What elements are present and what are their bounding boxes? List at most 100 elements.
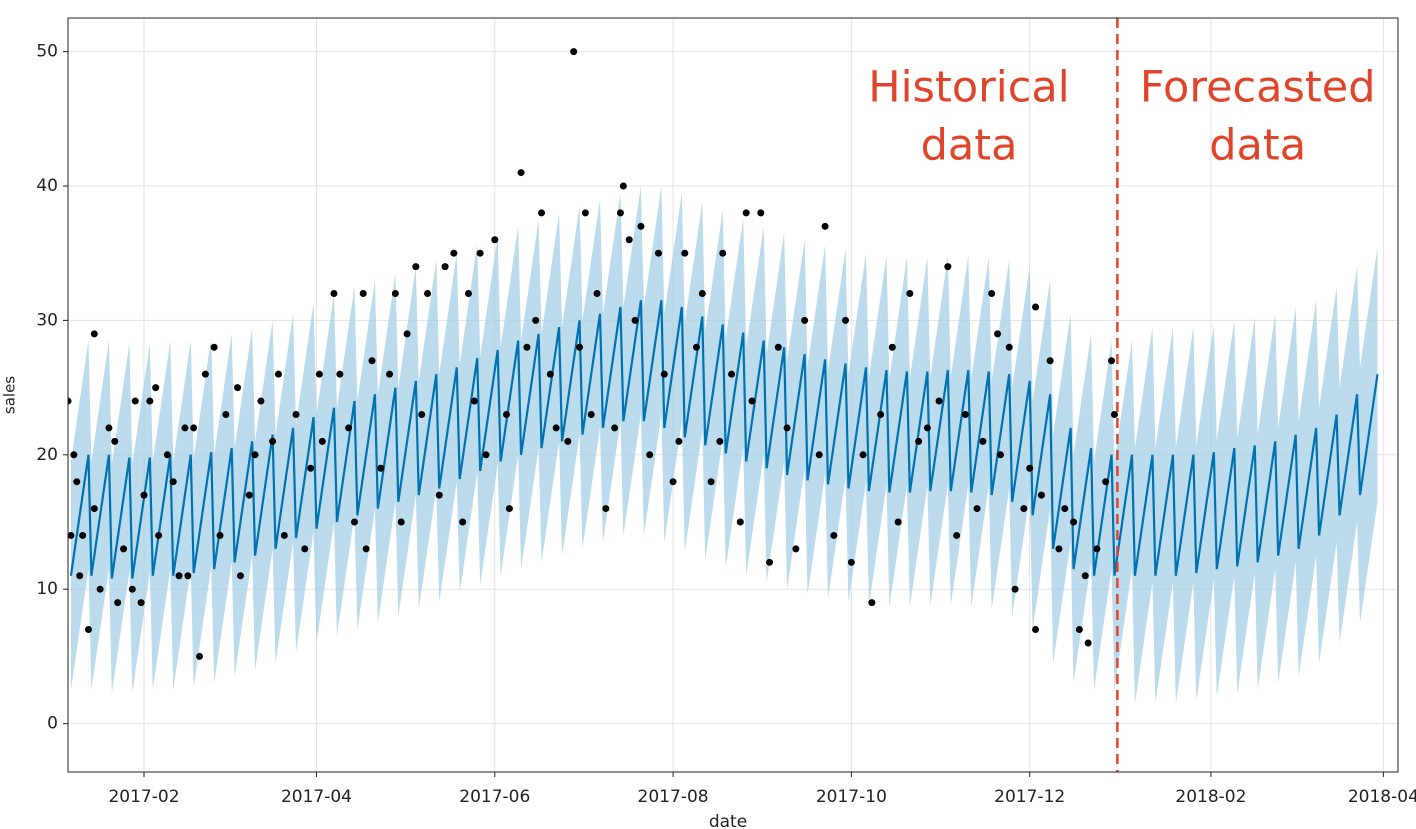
observation bbox=[476, 249, 484, 257]
observation bbox=[1032, 303, 1040, 311]
x-axis-label: date bbox=[709, 812, 747, 829]
observation bbox=[201, 370, 209, 378]
observation bbox=[736, 518, 744, 526]
observation bbox=[637, 222, 645, 230]
observation bbox=[412, 263, 420, 271]
observation bbox=[1108, 357, 1116, 365]
y-axis-label: sales bbox=[1, 376, 19, 414]
observation bbox=[131, 397, 139, 405]
y-tick-label: 10 bbox=[36, 579, 58, 599]
observation bbox=[482, 451, 490, 459]
observation bbox=[307, 464, 315, 472]
observation bbox=[274, 370, 282, 378]
observation bbox=[842, 316, 850, 324]
y-tick-label: 40 bbox=[36, 176, 58, 196]
plot-area bbox=[68, 18, 1379, 772]
observation bbox=[368, 357, 376, 365]
observation bbox=[1110, 410, 1118, 418]
observation bbox=[792, 545, 800, 553]
observation bbox=[935, 397, 943, 405]
observation bbox=[1037, 491, 1045, 499]
observation bbox=[675, 437, 683, 445]
observation bbox=[716, 437, 724, 445]
axes: 0 10 20 30 40 50 2017-02 2017-04 2017-06 2017-08 2… bbox=[36, 42, 1416, 807]
observation bbox=[90, 505, 98, 513]
observation bbox=[961, 410, 969, 418]
observation bbox=[1084, 639, 1092, 647]
observation bbox=[830, 531, 838, 539]
observation bbox=[707, 478, 715, 486]
uncertainty-band bbox=[70, 186, 1378, 704]
observation bbox=[459, 518, 467, 526]
observation bbox=[105, 424, 113, 432]
observation bbox=[611, 424, 619, 432]
observation bbox=[502, 410, 510, 418]
observation bbox=[222, 410, 230, 418]
observation bbox=[236, 572, 244, 580]
observation bbox=[906, 290, 914, 298]
observation bbox=[397, 518, 405, 526]
observation bbox=[1061, 505, 1069, 513]
observation bbox=[517, 169, 525, 177]
observation bbox=[190, 424, 198, 432]
observation bbox=[619, 182, 627, 190]
observation bbox=[441, 263, 449, 271]
observation bbox=[698, 290, 706, 298]
observation bbox=[146, 397, 154, 405]
observation bbox=[68, 531, 75, 539]
x-tick-label: 2017-04 bbox=[281, 787, 352, 807]
observation bbox=[386, 370, 394, 378]
observation bbox=[692, 343, 700, 351]
x-tick-label: 2017-06 bbox=[459, 787, 530, 807]
observation bbox=[181, 424, 189, 432]
observation bbox=[1102, 478, 1110, 486]
observation bbox=[73, 478, 81, 486]
observation bbox=[532, 316, 540, 324]
observation bbox=[169, 478, 177, 486]
x-tick-label: 2018-02 bbox=[1175, 787, 1246, 807]
x-tick-label: 2017-12 bbox=[994, 787, 1065, 807]
observation bbox=[464, 290, 472, 298]
observation bbox=[470, 397, 478, 405]
observation bbox=[766, 558, 774, 566]
observation bbox=[988, 290, 996, 298]
observation bbox=[90, 330, 98, 338]
observation bbox=[418, 410, 426, 418]
observation bbox=[350, 518, 358, 526]
observation bbox=[76, 572, 84, 580]
observation bbox=[616, 209, 624, 217]
observation bbox=[654, 249, 662, 257]
y-tick-label: 20 bbox=[36, 445, 58, 465]
observation bbox=[859, 451, 867, 459]
observation bbox=[602, 505, 610, 513]
observation bbox=[175, 572, 183, 580]
observation bbox=[280, 531, 288, 539]
observation bbox=[163, 451, 171, 459]
observation bbox=[801, 316, 809, 324]
observation bbox=[1020, 505, 1028, 513]
observation bbox=[424, 290, 432, 298]
observation bbox=[111, 437, 119, 445]
observation bbox=[748, 397, 756, 405]
annotation: data bbox=[921, 121, 1018, 171]
observation bbox=[1081, 572, 1089, 580]
x-tick-label: 2018-04 bbox=[1348, 787, 1416, 807]
observation bbox=[1093, 545, 1101, 553]
observation bbox=[996, 451, 1004, 459]
observation bbox=[581, 209, 589, 217]
observation bbox=[888, 343, 896, 351]
observation bbox=[1070, 518, 1078, 526]
plot-frame bbox=[67, 17, 1399, 773]
observation bbox=[196, 652, 204, 660]
observation bbox=[979, 437, 987, 445]
x-tick-label: 2017-08 bbox=[638, 787, 709, 807]
x-tick-label: 2017-10 bbox=[816, 787, 887, 807]
observation bbox=[593, 290, 601, 298]
observation bbox=[1055, 545, 1063, 553]
observation bbox=[269, 437, 277, 445]
observation bbox=[184, 572, 192, 580]
observation bbox=[523, 343, 531, 351]
observation bbox=[915, 437, 923, 445]
